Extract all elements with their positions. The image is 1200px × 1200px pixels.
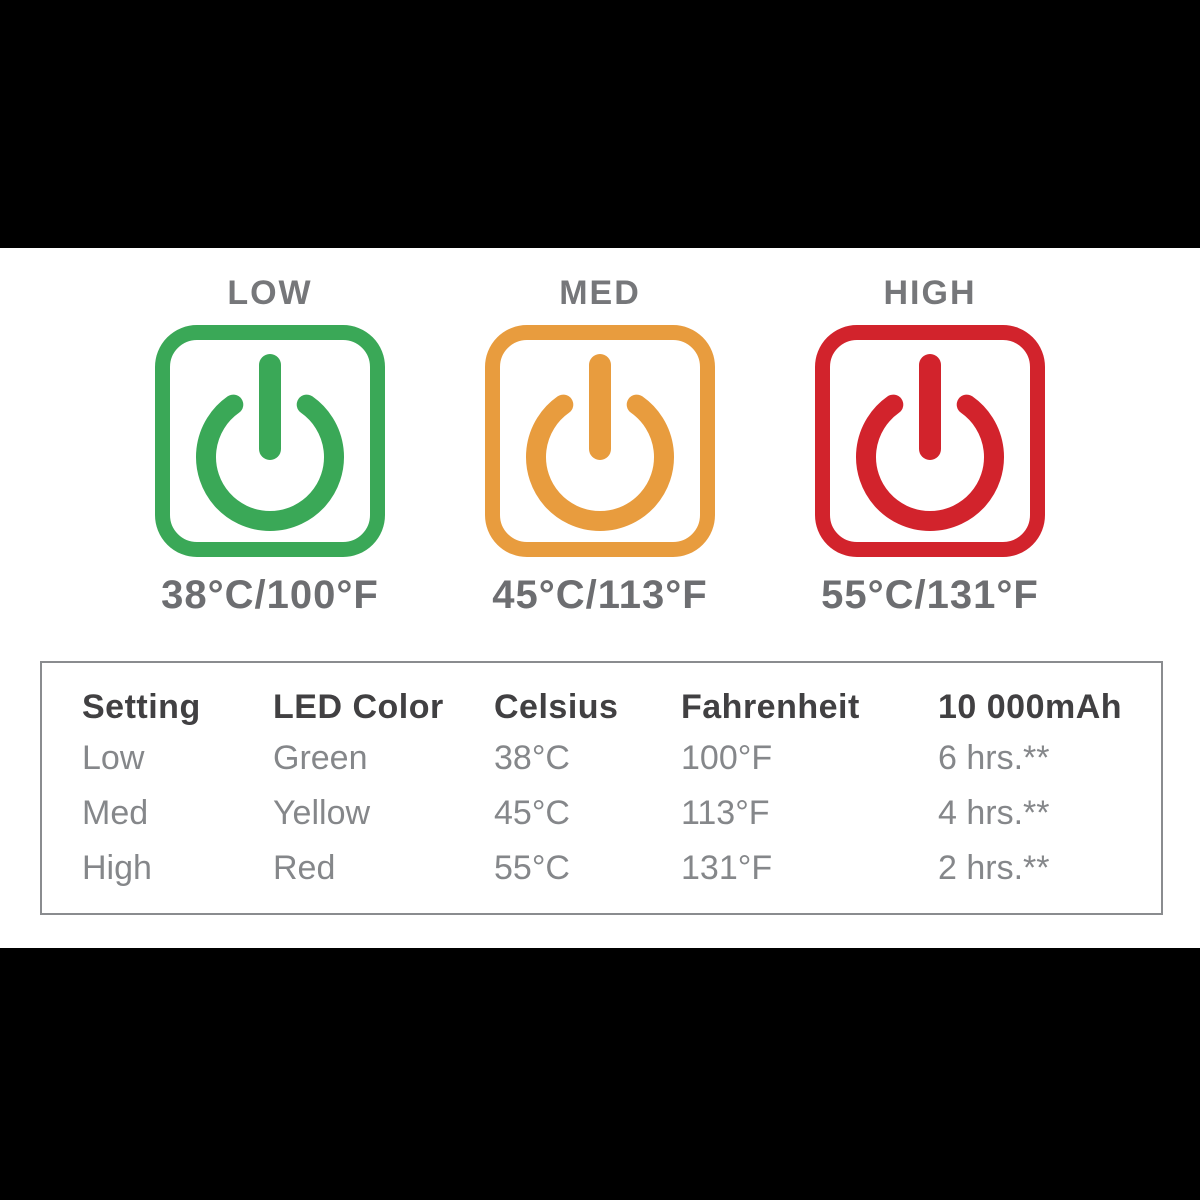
cell-setting: High	[82, 849, 152, 887]
cell-fahrenheit: 131°F	[681, 849, 773, 887]
cell-fahrenheit: 100°F	[681, 739, 773, 777]
cell-runtime: 6 hrs.**	[938, 739, 1050, 777]
header-capacity: 10 000mAh	[938, 688, 1123, 726]
cell-led-color: Red	[273, 849, 336, 887]
temp-label-low: 38°C/100°F	[161, 573, 379, 617]
cell-setting: Low	[82, 739, 145, 777]
power-settings-row: LOW 38°C/100°F MED 45°C/113°F HIGH	[105, 274, 1095, 618]
table-row: Low Green 38°C 100°F 6 hrs.**	[82, 731, 1161, 786]
setting-label-med: MED	[559, 274, 641, 312]
cell-runtime: 4 hrs.**	[938, 794, 1050, 832]
table-row: Med Yellow 45°C 113°F 4 hrs.**	[82, 786, 1161, 841]
header-fahrenheit: Fahrenheit	[681, 688, 860, 726]
power-icon	[196, 354, 344, 531]
temp-label-med: 45°C/113°F	[492, 573, 708, 617]
power-setting-med: MED 45°C/113°F	[435, 274, 765, 618]
infographic-panel: LOW 38°C/100°F MED 45°C/113°F HIGH	[0, 248, 1200, 948]
header-setting: Setting	[82, 688, 201, 726]
power-button-med	[485, 325, 715, 557]
power-setting-high: HIGH 55°C/131°F	[765, 274, 1095, 618]
setting-label-high: HIGH	[883, 274, 977, 312]
table-row: High Red 55°C 131°F 2 hrs.**	[82, 841, 1161, 896]
cell-runtime: 2 hrs.**	[938, 849, 1050, 887]
power-icon	[856, 354, 1004, 531]
cell-fahrenheit: 113°F	[681, 794, 770, 832]
cell-celsius: 55°C	[494, 849, 570, 887]
header-led-color: LED Color	[273, 688, 444, 726]
cell-celsius: 38°C	[494, 739, 570, 777]
power-icon	[526, 354, 674, 531]
cell-led-color: Green	[273, 739, 368, 777]
cell-led-color: Yellow	[273, 794, 371, 832]
spec-table-header-row: Setting LED Color Celsius Fahrenheit 10 …	[82, 683, 1161, 731]
power-button-low	[155, 325, 385, 557]
setting-label-low: LOW	[227, 274, 313, 312]
header-celsius: Celsius	[494, 688, 619, 726]
spec-table: Setting LED Color Celsius Fahrenheit 10 …	[40, 661, 1163, 915]
power-button-high	[815, 325, 1045, 557]
temp-label-high: 55°C/131°F	[821, 573, 1039, 617]
power-setting-low: LOW 38°C/100°F	[105, 274, 435, 618]
cell-setting: Med	[82, 794, 149, 832]
cell-celsius: 45°C	[494, 794, 570, 832]
